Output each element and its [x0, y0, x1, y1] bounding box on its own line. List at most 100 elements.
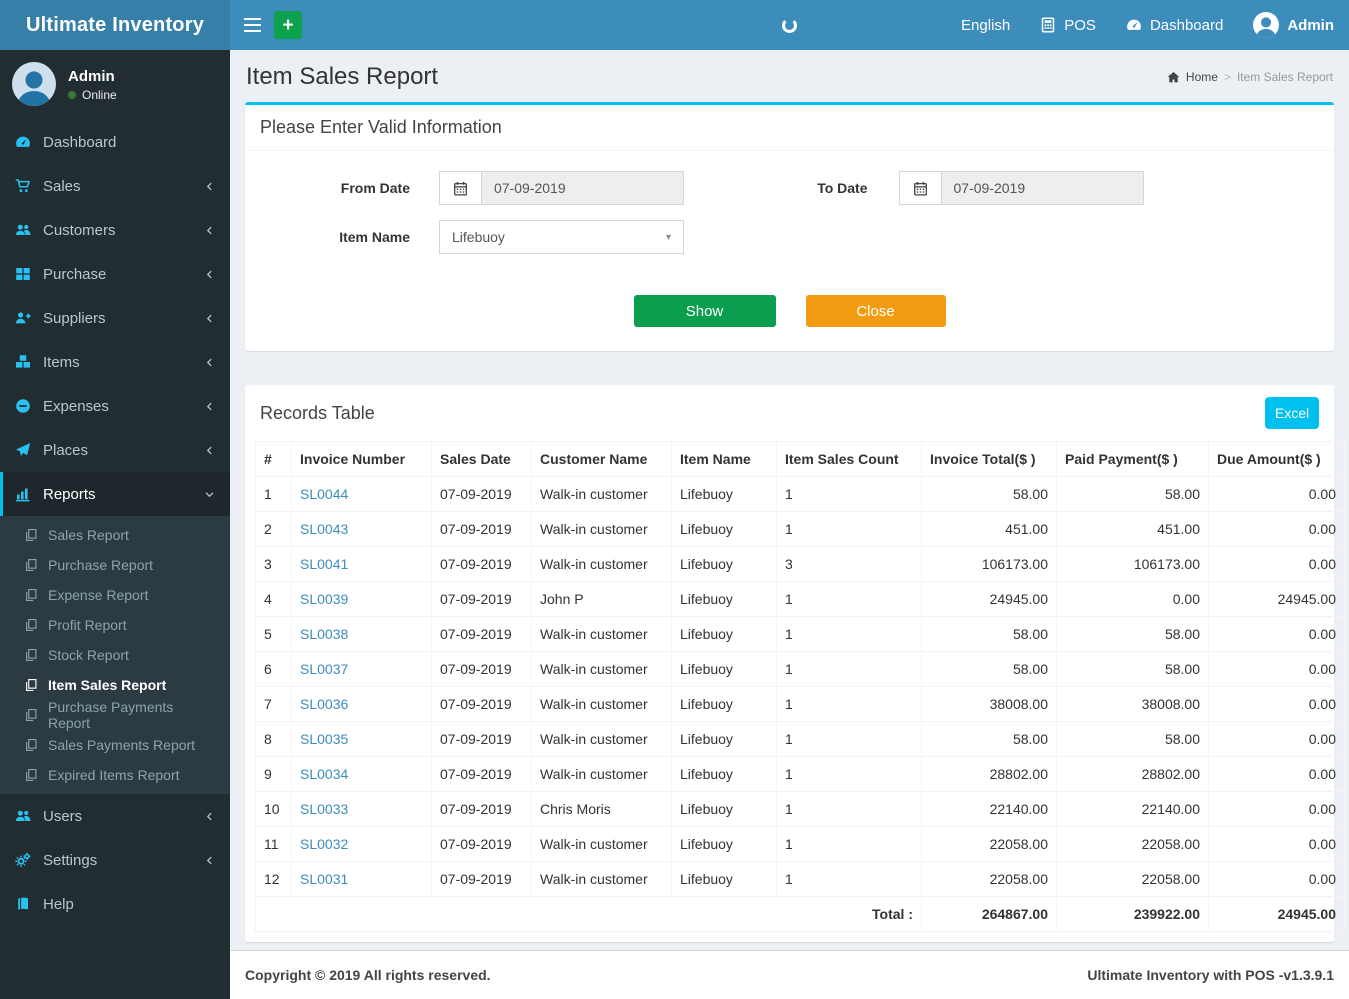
sidebar: Ultimate Inventory Admin Online Dashboar…	[0, 0, 230, 999]
invoice-link[interactable]: SL0036	[300, 696, 349, 712]
table-row: 10 SL0033 07-09-2019 Chris Moris Lifebuoy 1 22…	[255, 791, 1345, 827]
cell-paid: 22058.00	[1056, 826, 1209, 862]
online-dot-icon	[68, 91, 76, 100]
chevron-left-icon	[204, 269, 215, 280]
cell-customer: Walk-in customer	[531, 721, 672, 757]
cell-customer: Walk-in customer	[531, 546, 672, 582]
sidebar-subitem-sales-report[interactable]: Sales Report	[0, 520, 230, 550]
sidebar-item-label: Places	[43, 441, 89, 459]
cell-n: 12	[255, 861, 292, 897]
cell-item: Lifebuoy	[671, 721, 777, 757]
copy-icon	[24, 588, 38, 602]
sidebar-subitem-item-sales-report[interactable]: Item Sales Report	[0, 670, 230, 700]
invoice-link[interactable]: SL0034	[300, 766, 349, 782]
dashboard-menu[interactable]: Dashboard	[1111, 0, 1238, 50]
chevron-left-icon	[204, 181, 215, 192]
cell-count: 3	[776, 546, 922, 582]
cell-n: 3	[255, 546, 292, 582]
sidebar-item-suppliers[interactable]: Suppliers	[0, 296, 230, 340]
calendar-icon	[439, 171, 481, 205]
invoice-link[interactable]: SL0031	[300, 871, 349, 887]
sidebar-subitem-expired-items-report[interactable]: Expired Items Report	[0, 760, 230, 790]
cubes-icon	[15, 354, 31, 370]
invoice-link[interactable]: SL0039	[300, 591, 349, 607]
cell-n: 1	[255, 476, 292, 512]
quick-add-button[interactable]: +	[274, 11, 302, 39]
top-navbar: + English POS Dashboard Admin	[230, 0, 1349, 50]
from-date-input[interactable]: 07-09-2019	[439, 171, 684, 205]
chevron-left-icon	[204, 225, 215, 236]
cell-n: 6	[255, 651, 292, 687]
show-button[interactable]: Show	[633, 295, 776, 327]
language-menu[interactable]: English	[946, 0, 1025, 50]
cell-paid: 58.00	[1056, 476, 1209, 512]
sidebar-item-purchase[interactable]: Purchase	[0, 252, 230, 296]
copy-icon	[24, 678, 38, 692]
brand-title: Ultimate Inventory	[25, 13, 205, 36]
sidebar-subitem-stock-report[interactable]: Stock Report	[0, 640, 230, 670]
sidebar-subitem-sales-payments-report[interactable]: Sales Payments Report	[0, 730, 230, 760]
breadcrumb-home-link[interactable]: Home	[1185, 70, 1218, 84]
sidebar-subitem-label: Expense Report	[48, 587, 149, 603]
cell-item: Lifebuoy	[671, 546, 777, 582]
cell-total: 58.00	[921, 721, 1057, 757]
total-label: Total :	[255, 896, 922, 932]
cell-total: 22140.00	[921, 791, 1057, 827]
navbar-right-menu: English POS Dashboard Admin	[946, 0, 1349, 50]
sidebar-item-users[interactable]: Users	[0, 794, 230, 838]
invoice-link[interactable]: SL0033	[300, 801, 349, 817]
user-plus-icon	[15, 310, 31, 326]
sidebar-item-label: Customers	[43, 221, 116, 239]
cell-paid: 22140.00	[1056, 791, 1209, 827]
sidebar-item-dashboard[interactable]: Dashboard	[0, 120, 230, 164]
sidebar-toggle-icon[interactable]	[230, 0, 274, 50]
sidebar-item-sales[interactable]: Sales	[0, 164, 230, 208]
invoice-link[interactable]: SL0032	[300, 836, 349, 852]
sidebar-item-label: Reports	[43, 485, 96, 503]
brand-logo[interactable]: Ultimate Inventory	[0, 0, 230, 50]
sidebar-item-reports[interactable]: Reports	[0, 472, 230, 516]
sidebar-item-places[interactable]: Places	[0, 428, 230, 472]
sidebar-item-expenses[interactable]: Expenses	[0, 384, 230, 428]
sidebar-item-help[interactable]: Help	[0, 882, 230, 926]
sidebar-item-items[interactable]: Items	[0, 340, 230, 384]
invoice-link[interactable]: SL0044	[300, 486, 349, 502]
cell-paid: 58.00	[1056, 721, 1209, 757]
cell-total: 24945.00	[921, 581, 1057, 617]
item-name-select[interactable]: Lifebuoy ▾	[439, 220, 684, 254]
sidebar-item-customers[interactable]: Customers	[0, 208, 230, 252]
total-paid-payment: 239922.00	[1056, 896, 1209, 932]
cell-due: 0.00	[1208, 616, 1345, 652]
bar-chart-icon	[15, 486, 31, 502]
chevron-down-icon	[204, 489, 215, 500]
cell-total: 58.00	[921, 651, 1057, 687]
cell-invoice: SL0035	[291, 721, 432, 757]
users-icon	[15, 808, 31, 824]
cell-due: 24945.00	[1208, 581, 1345, 617]
sidebar-subitem-purchase-report[interactable]: Purchase Report	[0, 550, 230, 580]
sidebar-item-label: Users	[43, 807, 83, 825]
user-menu[interactable]: Admin	[1238, 0, 1349, 50]
cell-n: 8	[255, 721, 292, 757]
to-date-input[interactable]: 07-09-2019	[898, 171, 1144, 205]
invoice-link[interactable]: SL0043	[300, 521, 349, 537]
navbar-user-label: Admin	[1287, 16, 1334, 34]
cell-total: 58.00	[921, 476, 1057, 512]
cell-item: Lifebuoy	[671, 826, 777, 862]
cell-due: 0.00	[1208, 826, 1345, 862]
invoice-link[interactable]: SL0035	[300, 731, 349, 747]
invoice-link[interactable]: SL0041	[300, 556, 349, 572]
close-button[interactable]: Close	[805, 295, 946, 327]
sidebar-item-settings[interactable]: Settings	[0, 838, 230, 882]
invoice-link[interactable]: SL0038	[300, 626, 349, 642]
invoice-link[interactable]: SL0037	[300, 661, 349, 677]
sidebar-subitem-expense-report[interactable]: Expense Report	[0, 580, 230, 610]
sidebar-subitem-profit-report[interactable]: Profit Report	[0, 610, 230, 640]
excel-export-button[interactable]: Excel	[1265, 397, 1319, 429]
breadcrumb: Home > Item Sales Report	[1167, 70, 1333, 84]
pos-menu[interactable]: POS	[1025, 0, 1111, 50]
cell-customer: Chris Moris	[531, 791, 672, 827]
sidebar-item-label: Purchase	[43, 265, 107, 283]
cell-due: 0.00	[1208, 476, 1345, 512]
sidebar-subitem-purchase-payments-report[interactable]: Purchase Payments Report	[0, 699, 230, 731]
